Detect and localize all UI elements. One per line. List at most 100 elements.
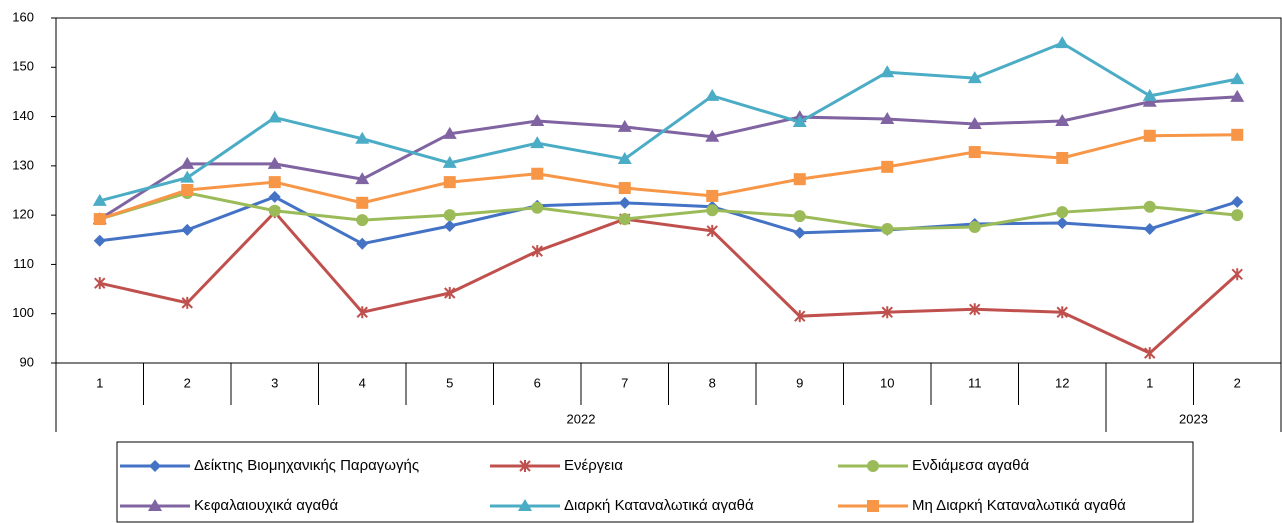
marker bbox=[267, 156, 282, 169]
x-tick-label: 6 bbox=[534, 375, 541, 390]
marker bbox=[444, 287, 456, 300]
x-group-label: 2023 bbox=[1179, 411, 1208, 426]
marker bbox=[268, 176, 281, 189]
marker bbox=[881, 160, 894, 173]
series-line bbox=[99, 195, 1238, 246]
marker bbox=[181, 296, 193, 309]
series-line bbox=[99, 133, 1238, 221]
y-tick-label: 140 bbox=[12, 108, 34, 123]
marker bbox=[881, 222, 894, 235]
marker bbox=[792, 114, 807, 127]
marker bbox=[181, 223, 194, 236]
x-tick-label: 2 bbox=[1234, 375, 1241, 390]
marker bbox=[1056, 151, 1069, 164]
marker bbox=[181, 184, 194, 197]
marker bbox=[881, 306, 893, 319]
marker bbox=[530, 136, 545, 149]
marker bbox=[442, 155, 457, 168]
marker bbox=[531, 167, 544, 180]
legend-label: Ενδιάμεσα αγαθά bbox=[912, 457, 1029, 474]
marker bbox=[1143, 129, 1156, 142]
x-tick-label: 10 bbox=[880, 375, 894, 390]
marker bbox=[968, 220, 981, 233]
marker bbox=[355, 172, 370, 185]
marker bbox=[1056, 217, 1069, 230]
marker bbox=[705, 88, 720, 101]
marker bbox=[1055, 114, 1070, 127]
marker bbox=[618, 196, 631, 209]
marker bbox=[267, 110, 282, 123]
x-tick-label: 1 bbox=[96, 375, 103, 390]
marker bbox=[442, 126, 457, 139]
marker bbox=[618, 182, 631, 195]
legend-marker bbox=[867, 460, 879, 472]
marker bbox=[531, 201, 544, 214]
marker bbox=[355, 131, 370, 144]
marker bbox=[1231, 209, 1244, 222]
x-tick-label: 8 bbox=[709, 375, 716, 390]
marker bbox=[1230, 72, 1245, 85]
legend-label: Μη Διαρκή Καταναλωτικά αγαθά bbox=[912, 497, 1126, 514]
marker bbox=[356, 306, 368, 319]
marker bbox=[706, 189, 719, 202]
legend-label: Διαρκή Καταναλωτικά αγαθά bbox=[564, 497, 754, 514]
marker bbox=[356, 196, 369, 209]
marker bbox=[1056, 306, 1068, 319]
legend-label: Κεφαλαιουχικά αγαθά bbox=[194, 497, 338, 514]
legend-label: Δείκτης Βιομηχανικής Παραγωγής bbox=[194, 457, 419, 474]
marker bbox=[706, 204, 719, 217]
x-tick-label: 11 bbox=[968, 375, 982, 390]
x-tick-label: 7 bbox=[621, 375, 628, 390]
marker bbox=[1231, 268, 1243, 281]
marker bbox=[706, 224, 718, 237]
x-tick-label: 12 bbox=[1055, 375, 1069, 390]
marker bbox=[268, 190, 281, 203]
legend-marker bbox=[149, 460, 161, 472]
marker bbox=[356, 214, 369, 227]
legend-marker bbox=[519, 460, 531, 472]
marker bbox=[880, 65, 895, 78]
legend-box bbox=[116, 441, 1194, 523]
marker bbox=[1056, 206, 1069, 219]
marker bbox=[180, 170, 195, 183]
marker bbox=[1143, 222, 1156, 235]
marker bbox=[443, 219, 456, 232]
y-tick-label: 100 bbox=[12, 305, 34, 320]
marker bbox=[793, 226, 806, 239]
marker bbox=[180, 156, 195, 169]
marker bbox=[1142, 88, 1157, 101]
y-tick-label: 120 bbox=[12, 207, 34, 222]
marker bbox=[618, 213, 631, 226]
series-line bbox=[99, 191, 1238, 231]
marker bbox=[268, 204, 281, 217]
marker bbox=[793, 210, 806, 223]
marker bbox=[530, 114, 545, 127]
y-tick-label: 90 bbox=[20, 354, 34, 369]
marker bbox=[968, 146, 981, 159]
marker bbox=[794, 310, 806, 323]
marker bbox=[967, 116, 982, 129]
series-line bbox=[98, 95, 1238, 221]
marker bbox=[94, 277, 106, 290]
marker bbox=[92, 193, 107, 206]
marker bbox=[531, 245, 543, 258]
x-group-label: 2022 bbox=[567, 411, 596, 426]
marker bbox=[967, 71, 982, 84]
y-tick-label: 130 bbox=[12, 157, 34, 172]
marker bbox=[617, 119, 632, 132]
marker bbox=[1055, 36, 1070, 49]
y-tick-label: 110 bbox=[13, 256, 34, 271]
marker bbox=[1231, 128, 1244, 141]
marker bbox=[1230, 89, 1245, 102]
marker bbox=[443, 209, 456, 222]
x-tick-label: 5 bbox=[446, 375, 453, 390]
y-tick-label: 160 bbox=[12, 9, 34, 24]
x-tick-label: 9 bbox=[796, 375, 803, 390]
legend-marker bbox=[518, 499, 532, 511]
legend-label: Ενέργεια bbox=[564, 457, 623, 474]
marker bbox=[1143, 200, 1156, 213]
series-line bbox=[99, 209, 1239, 355]
x-tick-label: 3 bbox=[271, 375, 278, 390]
marker bbox=[356, 237, 369, 250]
